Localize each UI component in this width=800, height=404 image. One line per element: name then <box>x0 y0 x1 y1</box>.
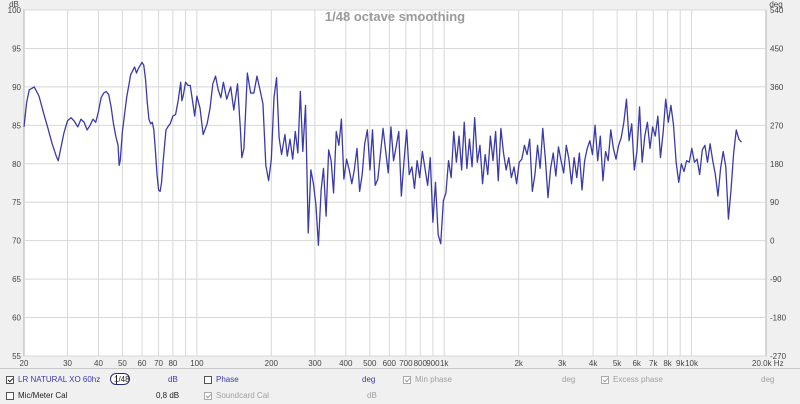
y2-tick-label: 0 <box>770 237 775 246</box>
y-tick-label: 85 <box>12 121 21 130</box>
x-tick-label: 60 <box>138 359 147 368</box>
mic-cal-toggle[interactable]: Mic/Meter Cal <box>6 391 67 400</box>
excess-phase-toggle[interactable]: Excess phase <box>601 375 663 384</box>
x-tick-label: 200 <box>265 359 279 368</box>
x-tick-label: 3k <box>558 359 567 368</box>
y-unit-label: dB <box>9 0 19 9</box>
x-tick-label: 300 <box>308 359 322 368</box>
smoothing-selector[interactable]: 1/48 <box>110 373 130 385</box>
y-tick-label: 65 <box>12 275 21 284</box>
smoothing-value: 1/48 <box>114 375 130 384</box>
y2-tick-label: 360 <box>770 83 784 92</box>
y2-tick-label: 180 <box>770 160 784 169</box>
x-tick-label: 400 <box>339 359 353 368</box>
x-tick-label: 500 <box>363 359 377 368</box>
x-tick-label: 700 <box>399 359 413 368</box>
x-tick-label: 50 <box>118 359 127 368</box>
y-tick-label: 100 <box>8 6 22 15</box>
soundcard-unit-label: dB <box>367 391 377 400</box>
y-tick-label: 95 <box>12 44 21 53</box>
min-phase-unit-label: deg <box>562 375 576 384</box>
min-phase-toggle[interactable]: Min phase <box>403 375 452 384</box>
mic-cal-checkbox[interactable] <box>6 391 14 400</box>
excess-phase-label: Excess phase <box>613 375 663 384</box>
plot-area <box>23 9 767 357</box>
x-tick-label: 20.0k Hz <box>752 359 784 368</box>
phase-checkbox[interactable] <box>204 375 212 384</box>
x-tick-label: 900 <box>426 359 440 368</box>
y-tick-label: 60 <box>12 314 21 323</box>
measurement-label: LR NATURAL XO 60hz <box>18 375 101 384</box>
trace-controls-panel: LR NATURAL XO 60hz 1/48 dB Phase deg Min… <box>0 368 800 404</box>
x-tick-label: 1k <box>440 359 449 368</box>
x-tick-label: 600 <box>383 359 397 368</box>
x-tick-label: 8k <box>663 359 672 368</box>
db-unit-label: dB <box>168 375 178 384</box>
y-tick-label: 70 <box>12 237 21 246</box>
y2-tick-label: -270 <box>770 352 787 361</box>
soundcard-cal-checkbox[interactable] <box>204 391 212 400</box>
x-tick-label: 20 <box>20 359 29 368</box>
min-phase-label: Min phase <box>415 375 452 384</box>
mic-cal-label: Mic/Meter Cal <box>18 391 68 400</box>
soundcard-cal-label: Soundcard Cal <box>216 391 269 400</box>
x-tick-label: 100 <box>190 359 204 368</box>
series-line <box>23 61 742 246</box>
x-tick-label: 10k <box>685 359 699 368</box>
phase-label: Phase <box>216 375 239 384</box>
x-tick-label: 2k <box>514 359 523 368</box>
chart-title: 1/48 octave smoothing <box>325 9 465 24</box>
x-tick-label: 800 <box>414 359 428 368</box>
excess-phase-unit-label: deg <box>761 375 775 384</box>
y-tick-label: 90 <box>12 83 21 92</box>
x-tick-label: 4k <box>589 359 598 368</box>
y-tick-label: 75 <box>12 198 21 207</box>
y2-tick-label: 450 <box>770 44 784 53</box>
y-tick-label: 55 <box>12 352 21 361</box>
phase-unit-label: deg <box>362 375 376 384</box>
y2-tick-label: 540 <box>770 6 784 15</box>
min-phase-checkbox[interactable] <box>403 375 411 384</box>
y-tick-label: 80 <box>12 160 21 169</box>
x-tick-label: 6k <box>632 359 641 368</box>
mic-cal-offset: 0,8 dB <box>156 391 180 400</box>
x-tick-label: 5k <box>613 359 622 368</box>
y2-unit-label: deg <box>769 0 782 9</box>
phase-toggle[interactable]: Phase <box>204 375 239 384</box>
y2-tick-label: -90 <box>770 275 782 284</box>
y2-tick-label: 270 <box>770 121 784 130</box>
x-tick-label: 80 <box>168 359 177 368</box>
x-tick-label: 9k <box>676 359 685 368</box>
chart-panel: 55 -270 60 -180 65 -90 70 0 75 90 80 180 85 270 90 360 9… <box>0 0 800 368</box>
y2-tick-label: -180 <box>770 314 787 323</box>
excess-phase-checkbox[interactable] <box>601 375 609 384</box>
x-tick-label: 40 <box>94 359 103 368</box>
x-tick-label: 30 <box>63 359 72 368</box>
soundcard-cal-toggle[interactable]: Soundcard Cal <box>204 391 269 400</box>
x-tick-label: 70 <box>154 359 163 368</box>
measurement-trace-toggle[interactable]: LR NATURAL XO 60hz <box>6 375 100 384</box>
y2-tick-label: 90 <box>770 198 779 207</box>
measurement-checkbox[interactable] <box>6 375 14 384</box>
x-tick-label: 7k <box>649 359 658 368</box>
